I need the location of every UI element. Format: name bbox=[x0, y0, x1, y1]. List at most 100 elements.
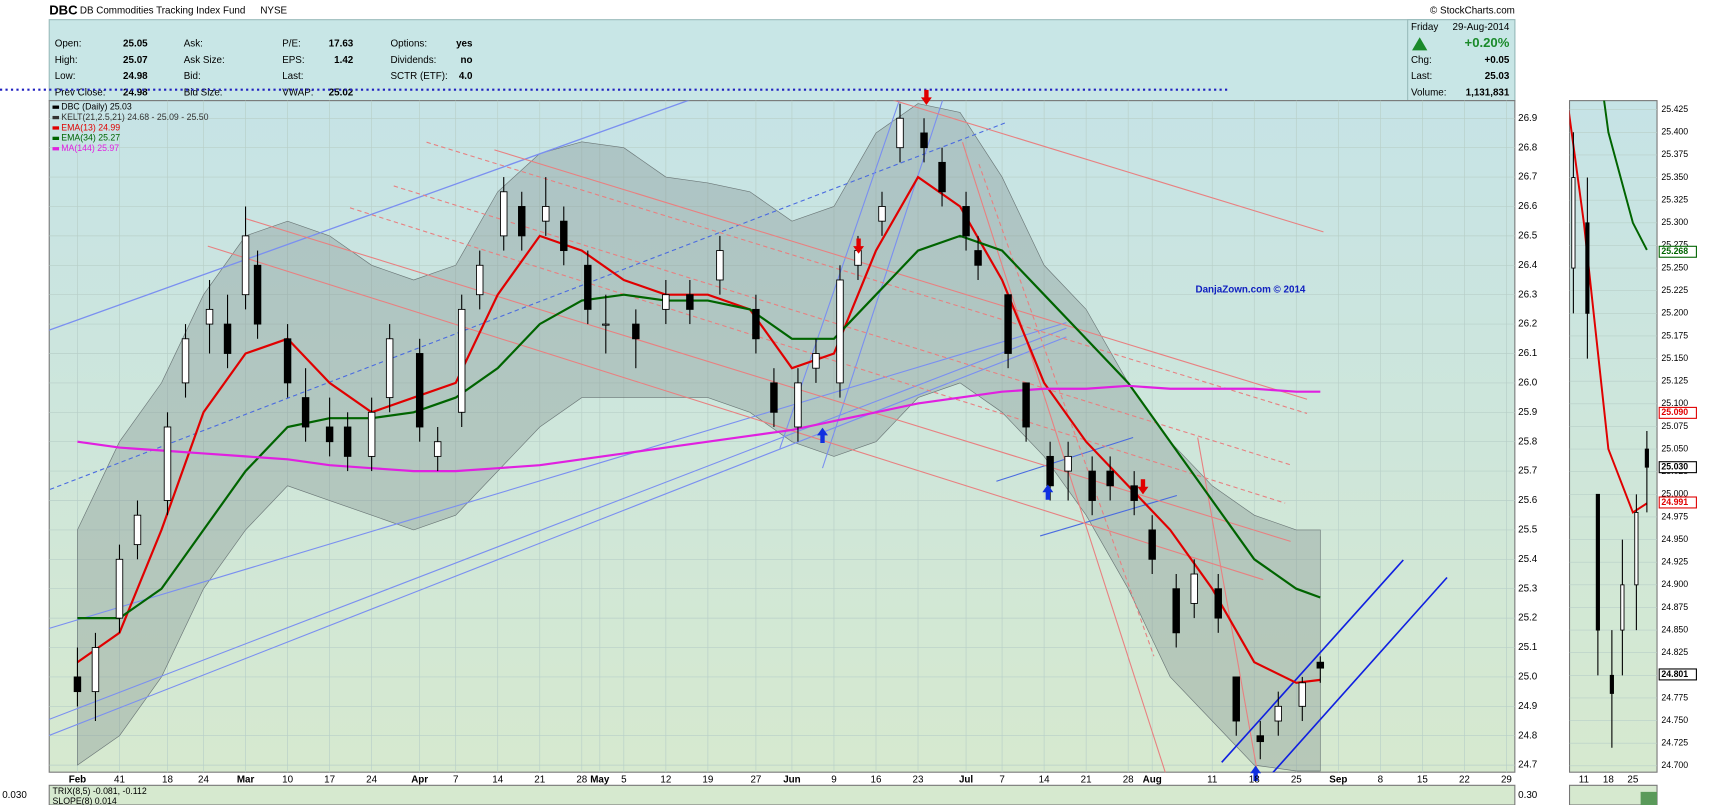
y-tick-label: 26.0 bbox=[1518, 377, 1538, 388]
candle-body bbox=[1004, 294, 1012, 354]
field-label: Dividends: bbox=[390, 55, 436, 66]
field-value: 1.42 bbox=[334, 55, 354, 66]
field-value: 24.98 bbox=[123, 71, 148, 82]
candle-body bbox=[1298, 682, 1307, 707]
zoom-chart bbox=[1569, 100, 1658, 767]
x-tick-label: 41 bbox=[114, 774, 125, 785]
candle-body bbox=[1046, 455, 1054, 487]
channel-line bbox=[1221, 559, 1404, 763]
candle-body bbox=[974, 250, 982, 266]
x-tick-label: 28 bbox=[576, 774, 587, 785]
zoom-y-tick-label: 25.375 bbox=[1661, 149, 1688, 159]
zoom-y-tick-label: 25.000 bbox=[1661, 489, 1688, 499]
x-tick-label: 25 bbox=[1291, 774, 1302, 785]
lower-left-label: 0.030 bbox=[2, 790, 27, 801]
x-tick-label: 7 bbox=[999, 774, 1004, 785]
field-value: no bbox=[460, 55, 472, 66]
field-value: 17.63 bbox=[329, 38, 354, 49]
candle-body bbox=[1595, 493, 1600, 631]
x-tick-label: 11 bbox=[1207, 774, 1217, 785]
field-label: EPS: bbox=[282, 55, 304, 66]
legend-label: EMA(13) 24.99 bbox=[61, 122, 120, 132]
candle-body bbox=[1214, 588, 1222, 619]
y-tick-label: 25.8 bbox=[1518, 436, 1538, 447]
candle-body bbox=[415, 353, 424, 428]
y-tick-label: 26.5 bbox=[1518, 230, 1538, 241]
fund-name: DB Commodities Tracking Index Fund bbox=[80, 6, 246, 17]
field-label: Open: bbox=[55, 38, 82, 49]
candle-body bbox=[283, 338, 292, 384]
candle-body bbox=[241, 235, 250, 296]
plot-area bbox=[48, 100, 1516, 773]
summary-value: +0.05 bbox=[1485, 55, 1510, 66]
candle-body bbox=[1190, 573, 1198, 604]
x-tick-label: 16 bbox=[871, 774, 882, 785]
zoom-x-tick-label: 18 bbox=[1603, 774, 1614, 785]
candle-body bbox=[1585, 222, 1590, 314]
candle-body bbox=[457, 308, 466, 413]
trend-line bbox=[49, 100, 690, 331]
x-tick-label: 10 bbox=[282, 774, 293, 785]
zoom-y-tick-label: 25.400 bbox=[1661, 127, 1688, 137]
zoom-y-tick-label: 24.850 bbox=[1661, 624, 1688, 634]
price-badge bbox=[1658, 245, 1697, 258]
x-tick-label: 18 bbox=[1249, 774, 1260, 785]
y-tick-label: 26.4 bbox=[1518, 260, 1538, 271]
x-tick-label: 27 bbox=[750, 774, 761, 785]
price-badge bbox=[1658, 461, 1697, 474]
field-value: 4.0 bbox=[459, 71, 473, 82]
zoom-plot-area bbox=[1568, 100, 1658, 773]
field-label: P/E: bbox=[282, 38, 301, 49]
candle-body bbox=[1620, 584, 1625, 631]
x-tick-label: Feb bbox=[69, 774, 86, 785]
zoom-y-tick-label: 24.925 bbox=[1661, 557, 1688, 567]
candle-body bbox=[1274, 705, 1282, 722]
zoom-y-tick-label: 25.200 bbox=[1661, 308, 1688, 318]
candle-body bbox=[1130, 485, 1138, 501]
kelt-channel bbox=[77, 103, 1321, 772]
overlay-line bbox=[77, 234, 1321, 620]
summary-value: 1,131,831 bbox=[1466, 88, 1510, 99]
candle-body bbox=[476, 264, 484, 296]
price-badge-label: 24.801 bbox=[1661, 669, 1688, 679]
legend-swatch bbox=[52, 115, 60, 120]
zoom-y-tick-label: 24.725 bbox=[1661, 738, 1688, 748]
price-badge bbox=[1658, 496, 1697, 509]
lower-panel bbox=[48, 784, 1516, 805]
field-value: yes bbox=[456, 38, 473, 49]
x-tick-label: 21 bbox=[1081, 774, 1092, 785]
price-badge bbox=[1658, 668, 1697, 681]
price-badge-label: 24.991 bbox=[1661, 497, 1688, 507]
field-label: Bid Size: bbox=[184, 88, 223, 99]
candle-body bbox=[836, 279, 844, 384]
trend-line bbox=[821, 100, 944, 469]
zoom-y-tick-label: 24.950 bbox=[1661, 534, 1688, 544]
x-tick-label: 24 bbox=[198, 774, 209, 785]
lower-legend: TRIX(8,5) -0.081, -0.112 bbox=[53, 786, 147, 796]
up-triangle bbox=[1412, 37, 1428, 51]
y-tick-label: 25.1 bbox=[1518, 642, 1537, 653]
field-label: Bid: bbox=[184, 71, 201, 82]
annotation: DanjaZown.com © 2014 bbox=[1195, 284, 1305, 295]
candle-body bbox=[584, 264, 592, 310]
zoom-y-tick-label: 24.975 bbox=[1661, 511, 1688, 521]
x-tick-label: 29 bbox=[1501, 774, 1512, 785]
y-tick-label: 26.9 bbox=[1518, 113, 1537, 124]
candle-body bbox=[878, 206, 886, 222]
zoom-y-tick-label: 25.225 bbox=[1661, 285, 1688, 295]
quote-fields: Open: 25.05 High: 25.07 Low: 24.98 Prev Close:… bbox=[55, 22, 1510, 99]
legend-label: DBC (Daily) 25.03 bbox=[61, 102, 132, 112]
zoom-y-tick-label: 25.325 bbox=[1661, 194, 1688, 204]
field-label: Low: bbox=[55, 71, 76, 82]
trend-line bbox=[892, 100, 1324, 233]
y-tick-label: 26.3 bbox=[1518, 289, 1538, 300]
zoom-y-tick-label: 25.275 bbox=[1661, 240, 1688, 250]
field-label: VWAP: bbox=[282, 88, 313, 99]
y-tick-label: 25.7 bbox=[1518, 466, 1537, 477]
y-tick-label: 25.0 bbox=[1518, 672, 1538, 683]
x-tick-label: Apr bbox=[411, 774, 428, 785]
zoom-x-tick-label: 25 bbox=[1627, 774, 1638, 785]
zoom-y-tick-label: 24.750 bbox=[1661, 715, 1688, 725]
x-tick-label: 14 bbox=[1039, 774, 1050, 785]
lower-zoom-bar bbox=[1640, 791, 1658, 805]
